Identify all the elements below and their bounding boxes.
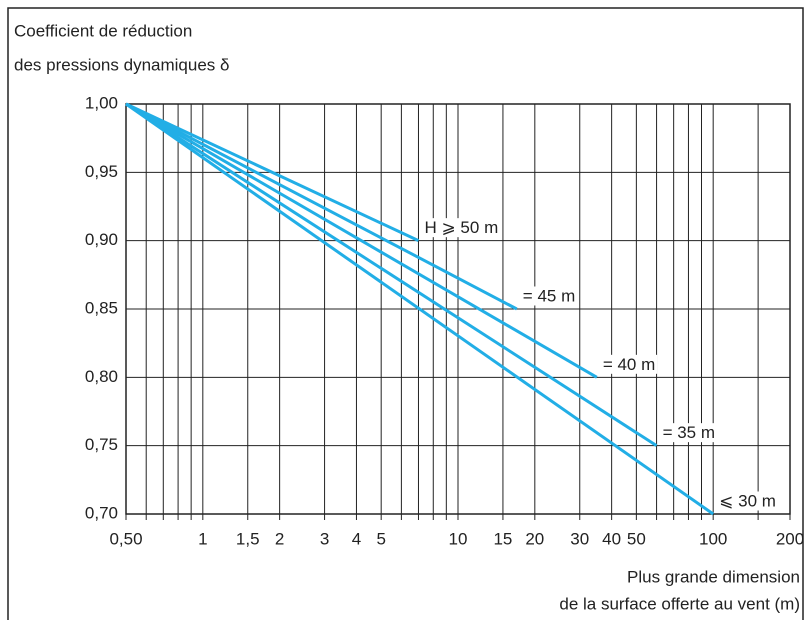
line: [125, 102, 715, 516]
line-label: = 35 m: [663, 423, 715, 442]
label-background: [422, 218, 501, 238]
y-tick-label: 0,90: [85, 230, 118, 249]
frame: [7, 7, 804, 620]
y-tick-label: 0,95: [85, 162, 118, 181]
x-axis-label: de la surface offerte au vent (m): [559, 594, 800, 613]
x-tick-label: 15: [493, 529, 512, 548]
label-background: [717, 491, 778, 511]
x-axis-label: Plus grande dimension: [627, 567, 800, 586]
x-tick-label: 100: [699, 529, 727, 548]
x-tick-label: 0,50: [109, 529, 142, 548]
x-tick-label: 3: [320, 529, 329, 548]
label-background: [520, 286, 578, 306]
line: [125, 102, 420, 243]
y-axis-label: Coefficient de réduction: [14, 21, 192, 40]
x-tick-label: 20: [525, 529, 544, 548]
x-tick-label: 30: [570, 529, 589, 548]
y-tick-label: 0,75: [85, 435, 118, 454]
x-tick-label: 40: [602, 529, 621, 548]
x-tick-label: 5: [376, 529, 385, 548]
line-label: = 45 m: [523, 286, 575, 305]
y-tick-label: 0,70: [85, 503, 118, 522]
plot-border: [125, 103, 791, 515]
y-tick-label: 0,80: [85, 367, 118, 386]
line: [125, 102, 518, 311]
x-tick-label: 4: [352, 529, 361, 548]
x-tick-label: 200: [776, 529, 804, 548]
line-label: H ⩾ 50 m: [424, 218, 498, 237]
x-tick-label: 1,5: [236, 529, 260, 548]
x-tick-label: 1: [198, 529, 207, 548]
y-tick-label: 1,00: [85, 93, 118, 112]
x-tick-label: 10: [449, 529, 468, 548]
line: [125, 102, 598, 379]
y-axis-label: des pressions dynamiques δ: [14, 55, 229, 74]
label-background: [660, 423, 718, 443]
line: [125, 102, 658, 447]
line-label: ⩽ 30 m: [719, 491, 776, 510]
x-tick-label: 50: [627, 529, 646, 548]
label-background: [600, 354, 658, 374]
y-tick-label: 0,85: [85, 298, 118, 317]
line-label: = 40 m: [603, 355, 655, 374]
x-tick-label: 2: [275, 529, 284, 548]
